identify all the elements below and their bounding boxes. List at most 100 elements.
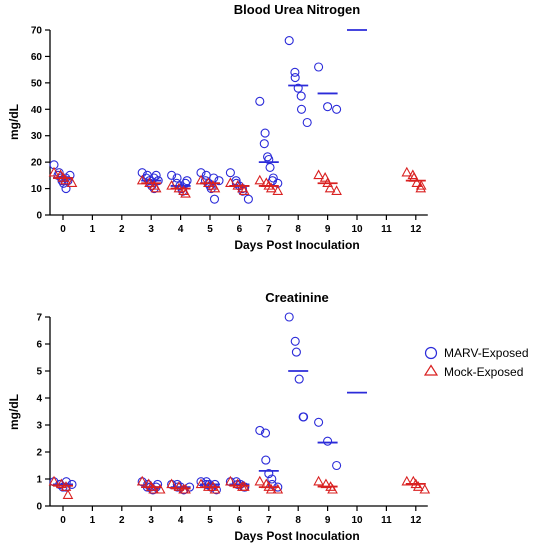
bun-marv-point [231, 178, 241, 188]
bun-x-tick-label: 1 [90, 224, 96, 235]
creatinine-marv-point [314, 417, 324, 427]
bun-y-axis-label: mg/dL [7, 104, 21, 140]
creatinine-mock-point [401, 475, 413, 486]
bun-mock-point [401, 166, 413, 177]
creatinine-mock-point [148, 483, 160, 494]
bun-marv-point [214, 176, 224, 186]
bun-mock-point [331, 185, 342, 195]
creatinine-mock-point [313, 475, 324, 486]
creatinine-mock-point [272, 483, 284, 494]
bun-marv-point [323, 102, 333, 112]
bun-mock-point [48, 166, 60, 177]
bun-marv-point [265, 162, 275, 172]
bun-chart: Blood Urea Nitrogen Days Post Inoculatio… [7, 2, 428, 252]
bun-x-tick-label: 6 [237, 224, 243, 235]
creatinine-mock-point [419, 483, 431, 494]
creatinine-mock-point [154, 483, 166, 494]
creatinine-mock-point [232, 478, 244, 489]
creatinine-x-tick-label: 11 [381, 515, 392, 526]
bun-y-tick-label: 70 [31, 26, 43, 37]
bun-y-tick-label: 60 [31, 52, 43, 63]
bun-marv-point [63, 176, 73, 186]
creatinine-marv-point [267, 474, 277, 484]
legend-marv-marker [424, 346, 438, 360]
creatinine-marv-point [291, 347, 301, 357]
bun-marv-point [182, 176, 192, 186]
bun-mock-point [313, 169, 324, 180]
creatinine-marv-point [255, 425, 265, 435]
creatinine-mock-point [62, 489, 74, 499]
creatinine-mock-point [254, 475, 266, 486]
bun-marv-point [225, 168, 235, 178]
creatinine-x-tick-label: 2 [119, 515, 125, 526]
creatinine-marv-point [298, 412, 308, 422]
creatinine-x-tick-label: 1 [90, 515, 96, 526]
bun-marv-point [302, 117, 312, 128]
bun-marv-point [167, 170, 177, 180]
bun-mock-point [272, 185, 284, 195]
bun-x-tick-label: 11 [381, 224, 392, 235]
creatinine-x-tick-label: 3 [148, 515, 154, 526]
bun-marv-point [296, 91, 306, 101]
creatinine-title: Creatinine [265, 290, 329, 305]
creatinine-mock-point [265, 483, 277, 494]
bun-marv-point [259, 139, 269, 149]
bun-x-tick-label: 7 [266, 224, 272, 235]
legend-mock-marker [423, 364, 439, 376]
bun-marv-point [65, 170, 75, 180]
creatinine-marv-point [264, 469, 274, 479]
bun-marv-point [243, 194, 253, 204]
bun-x-tick-label: 4 [178, 224, 184, 235]
creatinine-y-tick-label: 6 [36, 340, 42, 351]
bun-y-tick-label: 0 [36, 211, 42, 222]
creatinine-y-tick-label: 4 [36, 394, 42, 405]
bun-marv-point [255, 96, 265, 106]
legend-marv-label: MARV-Exposed [444, 346, 529, 360]
bun-x-tick-label: 5 [207, 224, 213, 235]
bun-marv-point [293, 83, 303, 93]
bun-y-tick-label: 40 [31, 105, 43, 116]
creatinine-mock-point [412, 481, 424, 491]
bun-y-tick-label: 20 [31, 158, 43, 169]
bun-x-tick-label: 10 [351, 224, 363, 235]
bun-y-tick-label: 50 [31, 78, 43, 89]
bun-x-tick-label: 9 [325, 224, 331, 235]
legend: MARV-Exposed Mock-Exposed [414, 342, 546, 384]
bun-mock-point [209, 182, 221, 193]
creatinine-marv-point [294, 374, 304, 384]
bun-y-tick-label: 30 [31, 131, 43, 142]
bun-marv-point [209, 194, 220, 204]
creatinine-y-axis-label: mg/dL [7, 394, 21, 430]
bun-mock-point [254, 174, 266, 185]
creatinine-marv-point [290, 336, 300, 346]
creatinine-x-tick-label: 7 [266, 515, 272, 526]
creatinine-chart: Creatinine Days Post Inoculation mg/dL 0… [7, 290, 431, 543]
creatinine-x-axis-label: Days Post Inoculation [234, 529, 359, 543]
creatinine-marv-point [260, 428, 271, 438]
bun-marv-point [296, 104, 307, 114]
creatinine-mock-point [320, 478, 332, 489]
bun-mock-point [180, 187, 191, 198]
bun-marv-point [181, 178, 191, 188]
creatinine-mock-point [209, 483, 221, 494]
bun-title: Blood Urea Nitrogen [234, 2, 360, 17]
creatinine-x-tick-label: 4 [178, 515, 184, 526]
bun-mock-point [324, 182, 336, 193]
creatinine-mock-point [56, 478, 67, 489]
creatinine-y-tick-label: 7 [36, 313, 42, 324]
creatinine-mock-point [136, 475, 148, 486]
creatinine-y-tick-label: 2 [36, 448, 42, 459]
creatinine-x-tick-label: 9 [325, 515, 331, 526]
bun-mock-point [411, 177, 423, 188]
creatinine-marv-point [284, 312, 294, 322]
creatinine-marv-point [323, 436, 333, 446]
creatinine-mock-point [327, 483, 338, 494]
bun-y-tick-label: 10 [31, 184, 43, 195]
bun-mock-point [265, 182, 277, 193]
creatinine-y-tick-label: 0 [36, 502, 42, 513]
creatinine-x-tick-label: 8 [295, 515, 301, 526]
bun-mock-point [415, 179, 427, 190]
bun-marv-point [290, 73, 300, 83]
bun-mock-point [150, 182, 162, 193]
